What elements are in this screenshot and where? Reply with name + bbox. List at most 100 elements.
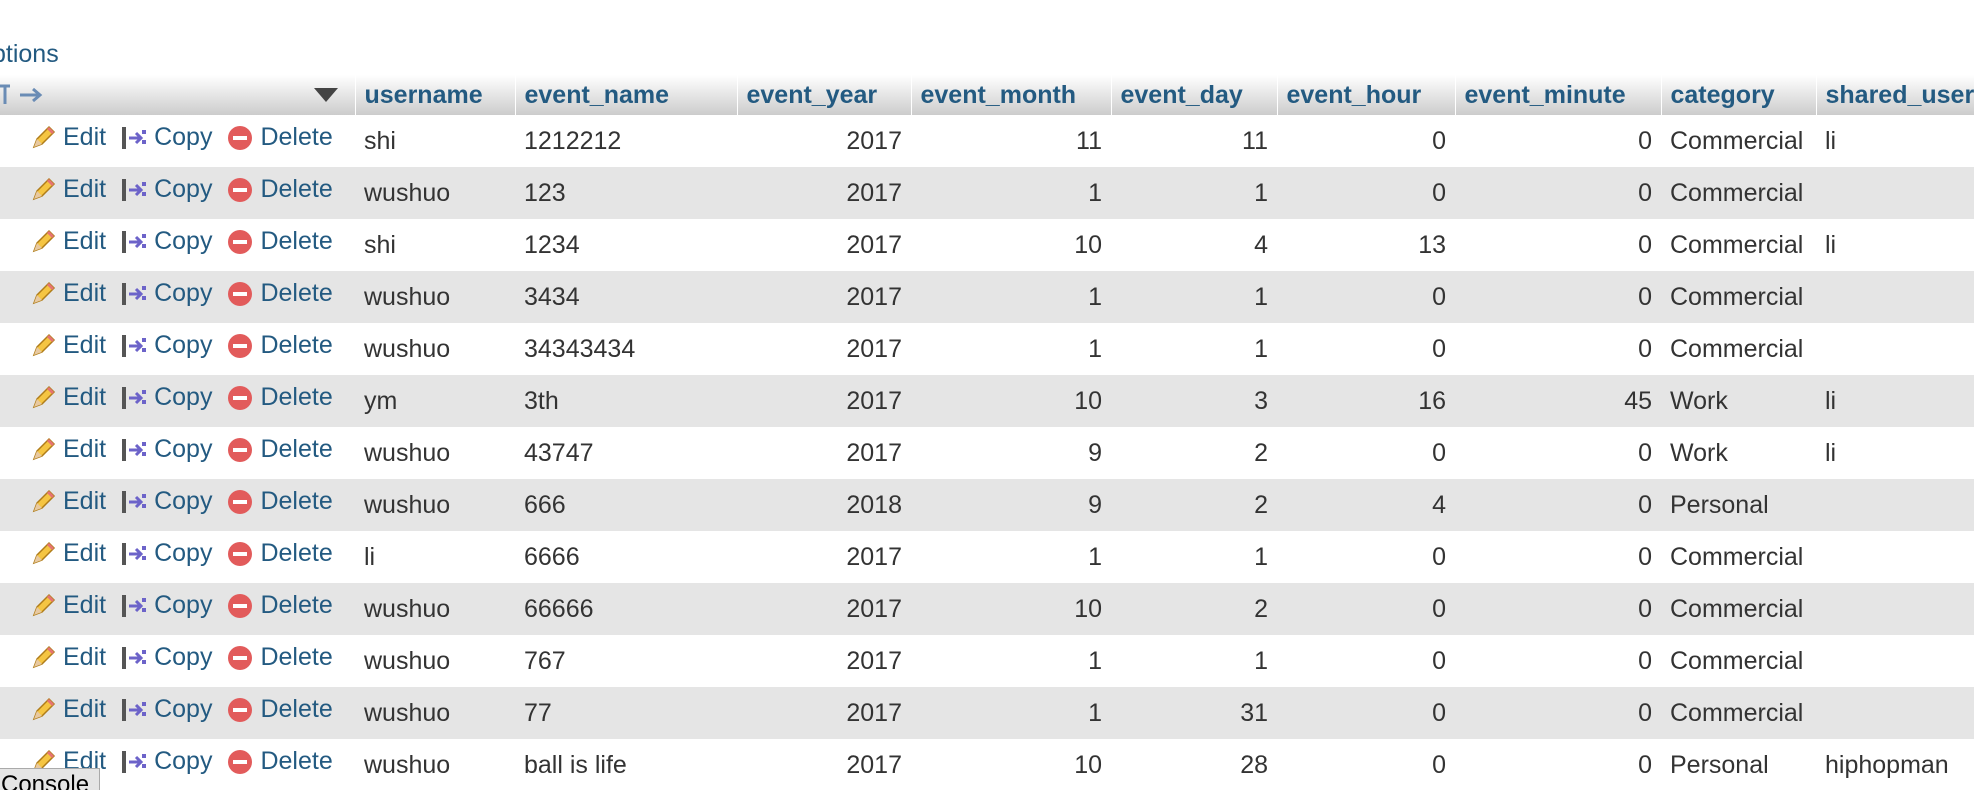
column-header-event-minute[interactable]: event_minute <box>1455 75 1662 115</box>
edit-button[interactable]: Edit <box>29 123 106 152</box>
copy-button[interactable]: Copy <box>120 227 212 256</box>
copy-button[interactable]: Copy <box>120 279 212 308</box>
copy-button[interactable]: Copy <box>120 123 212 152</box>
delete-button[interactable]: Delete <box>226 383 333 412</box>
edit-button[interactable]: Edit <box>29 591 106 620</box>
cell-event-day: 1 <box>1111 635 1277 687</box>
delete-button[interactable]: Delete <box>226 331 333 360</box>
cell-event-name: 3th <box>515 375 737 427</box>
copy-button[interactable]: Copy <box>120 435 212 464</box>
copy-icon <box>122 178 147 201</box>
delete-button[interactable]: Delete <box>226 123 333 152</box>
edit-button[interactable]: Edit <box>29 695 106 724</box>
copy-icon <box>122 334 147 357</box>
cell-username: wushuo <box>355 167 515 219</box>
delete-button[interactable]: Delete <box>226 539 333 568</box>
delete-button[interactable]: Delete <box>226 279 333 308</box>
row-actions: Edit Copy Delete <box>0 479 355 531</box>
copy-button[interactable]: Copy <box>120 695 212 724</box>
edit-button[interactable]: Edit <box>29 643 106 672</box>
delete-button[interactable]: Delete <box>226 435 333 464</box>
cell-username: shi <box>355 115 515 167</box>
column-header-event-name[interactable]: event_name <box>515 75 738 115</box>
sort-arrow-icon[interactable] <box>313 87 339 103</box>
column-toggle-icon[interactable] <box>0 84 44 106</box>
options-link[interactable]: ptions <box>0 40 59 68</box>
copy-icon <box>122 230 147 253</box>
delete-button[interactable]: Delete <box>226 175 333 204</box>
edit-label: Edit <box>63 695 107 724</box>
copy-icon <box>122 698 147 721</box>
copy-button[interactable]: Copy <box>120 383 212 412</box>
cell-event-name: 43747 <box>515 427 737 479</box>
edit-label: Edit <box>63 383 107 412</box>
edit-button[interactable]: Edit <box>29 539 106 568</box>
delete-icon <box>228 697 253 722</box>
copy-button[interactable]: Copy <box>120 643 212 672</box>
cell-category: Commercial <box>1661 635 1816 687</box>
cell-category: Personal <box>1661 479 1816 531</box>
edit-button[interactable]: Edit <box>29 487 106 516</box>
column-header-category[interactable]: category <box>1661 75 1817 115</box>
copy-button[interactable]: Copy <box>120 487 212 516</box>
delete-button[interactable]: Delete <box>226 747 333 776</box>
column-header-event-month[interactable]: event_month <box>911 75 1112 115</box>
delete-button[interactable]: Delete <box>226 695 333 724</box>
row-actions: Edit Copy Delete <box>0 167 355 219</box>
copy-label: Copy <box>154 175 213 204</box>
cell-event-month: 11 <box>911 115 1111 167</box>
cell-event-name: 123 <box>515 167 737 219</box>
delete-icon <box>228 333 253 358</box>
cell-shared-user: hiphopman <box>1816 739 1974 790</box>
edit-button[interactable]: Edit <box>29 175 106 204</box>
delete-icon <box>228 541 253 566</box>
edit-button[interactable]: Edit <box>29 383 106 412</box>
cell-event-name: 3434 <box>515 271 737 323</box>
cell-event-month: 10 <box>911 739 1111 790</box>
cell-event-day: 1 <box>1111 323 1277 375</box>
delete-label: Delete <box>260 643 333 672</box>
copy-button[interactable]: Copy <box>120 331 212 360</box>
cell-event-hour: 0 <box>1277 583 1455 635</box>
cell-event-day: 1 <box>1111 531 1277 583</box>
edit-button[interactable]: Edit <box>29 435 106 464</box>
cell-event-minute: 0 <box>1455 687 1661 739</box>
cell-event-name: 1234 <box>515 219 737 271</box>
delete-label: Delete <box>260 123 333 152</box>
cell-event-month: 1 <box>911 531 1111 583</box>
column-header-event-year[interactable]: event_year <box>737 75 912 115</box>
copy-icon <box>122 438 147 461</box>
delete-button[interactable]: Delete <box>226 643 333 672</box>
column-header-event-hour[interactable]: event_hour <box>1277 75 1456 115</box>
cell-event-month: 10 <box>911 375 1111 427</box>
cell-event-hour: 4 <box>1277 479 1455 531</box>
console-tab[interactable]: Console <box>0 768 101 790</box>
copy-button[interactable]: Copy <box>120 591 212 620</box>
edit-button[interactable]: Edit <box>29 227 106 256</box>
copy-button[interactable]: Copy <box>120 175 212 204</box>
delete-button[interactable]: Delete <box>226 227 333 256</box>
cell-event-minute: 0 <box>1455 479 1661 531</box>
cell-event-year: 2017 <box>737 167 911 219</box>
cell-username: li <box>355 531 515 583</box>
delete-icon <box>228 489 253 514</box>
copy-button[interactable]: Copy <box>120 747 212 776</box>
delete-button[interactable]: Delete <box>226 487 333 516</box>
column-header-shared-user[interactable]: shared_user <box>1816 75 1974 115</box>
table-row: Edit Copy Delete ym 3th 2017 10 3 16 45 Work li <box>0 375 1974 427</box>
pencil-icon <box>32 437 56 461</box>
edit-label: Edit <box>63 643 107 672</box>
copy-icon <box>122 594 147 617</box>
pencil-icon <box>32 229 56 253</box>
cell-event-month: 9 <box>911 479 1111 531</box>
edit-button[interactable]: Edit <box>29 279 106 308</box>
edit-button[interactable]: Edit <box>29 331 106 360</box>
cell-event-minute: 0 <box>1455 115 1661 167</box>
cell-event-year: 2017 <box>737 531 911 583</box>
column-header-event-day[interactable]: event_day <box>1111 75 1278 115</box>
copy-button[interactable]: Copy <box>120 539 212 568</box>
cell-event-hour: 0 <box>1277 635 1455 687</box>
column-header-username[interactable]: username <box>355 75 516 115</box>
delete-button[interactable]: Delete <box>226 591 333 620</box>
